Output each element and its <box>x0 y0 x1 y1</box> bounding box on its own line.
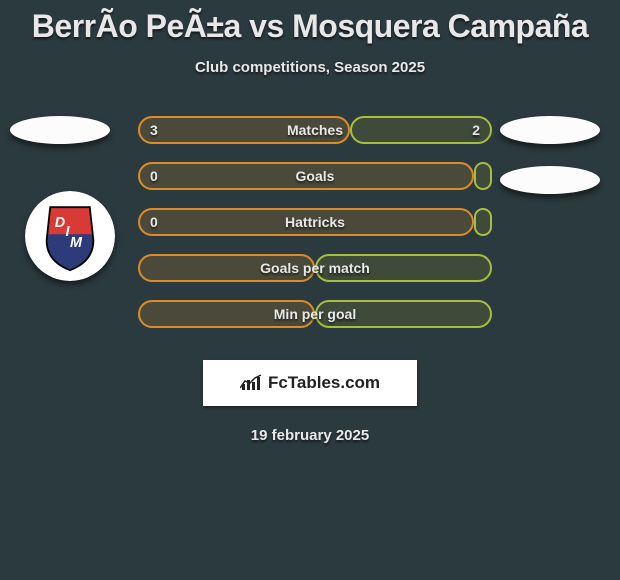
svg-text:D: D <box>55 215 65 231</box>
chart-icon <box>240 374 262 392</box>
stat-bar: 0 Goals <box>138 162 492 190</box>
page-title: BerrÃo PeÃ±a vs Mosquera Campaña <box>0 0 620 45</box>
page-subtitle: Club competitions, Season 2025 <box>0 59 620 76</box>
attribution-text: FcTables.com <box>268 373 380 393</box>
stat-bar-left-value: 0 <box>150 168 158 184</box>
stat-bar: Goals per match <box>138 254 492 282</box>
stat-bar: Min per goal <box>138 300 492 328</box>
stat-bar-label: Min per goal <box>274 306 356 322</box>
stat-bar: 0 Hattricks <box>138 208 492 236</box>
stat-bar-label: Matches <box>287 122 343 138</box>
flag-right-2 <box>500 166 600 194</box>
stat-bar-segment-b <box>474 208 492 236</box>
stat-bar-left-value: 3 <box>150 122 158 138</box>
stat-bar-segment-b <box>350 116 492 144</box>
club-badge: D I M <box>25 191 115 281</box>
stat-bar-label: Hattricks <box>285 214 345 230</box>
flag-right-1 <box>500 116 600 144</box>
stat-bar-label: Goals per match <box>260 260 370 276</box>
stat-bar-label: Goals <box>296 168 335 184</box>
stat-bar: 3 Matches 2 <box>138 116 492 144</box>
stat-bar-right-value: 2 <box>472 122 480 138</box>
svg-text:M: M <box>70 235 83 251</box>
date-text: 19 february 2025 <box>0 427 620 444</box>
flag-left <box>10 116 110 144</box>
stat-bars: 3 Matches 2 0 Goals 0 Hattricks Goals per match… <box>138 116 492 346</box>
stat-bar-segment-b <box>474 162 492 190</box>
stat-bar-left-value: 0 <box>150 214 158 230</box>
attribution-box: FcTables.com <box>203 360 417 406</box>
